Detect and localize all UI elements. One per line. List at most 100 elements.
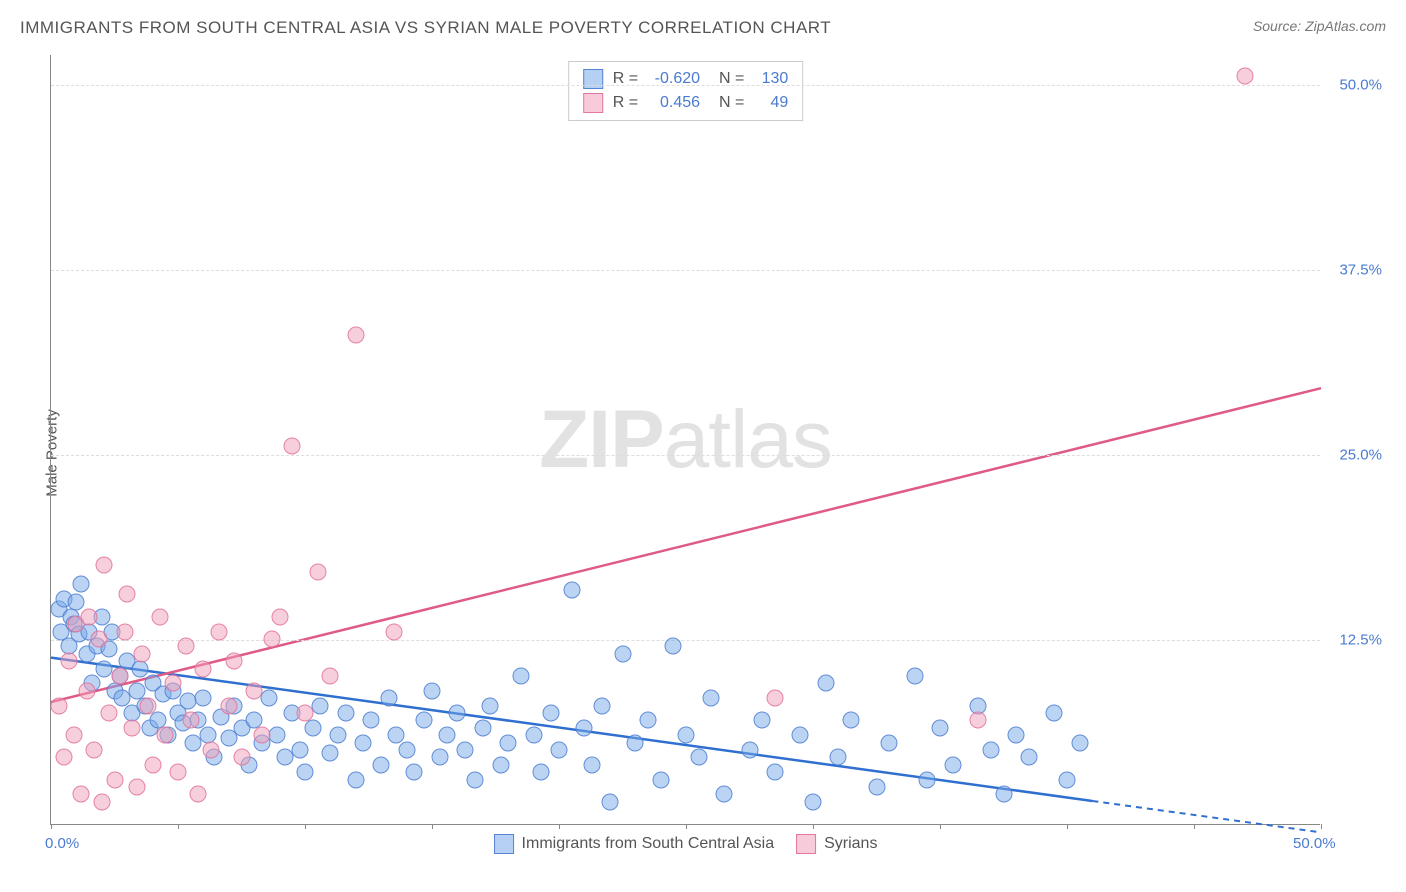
data-point-sca [652, 771, 669, 788]
grid-line [51, 85, 1320, 86]
data-point-syr [157, 727, 174, 744]
data-point-syr [203, 741, 220, 758]
legend-swatch [796, 834, 816, 854]
x-tick [178, 824, 179, 829]
legend-label: Immigrants from South Central Asia [522, 835, 775, 853]
watermark: ZIPatlas [539, 393, 832, 487]
data-point-sca [449, 704, 466, 721]
y-tick-label: 37.5% [1339, 261, 1382, 278]
data-point-sca [995, 786, 1012, 803]
data-point-sca [380, 690, 397, 707]
data-point-sca [533, 764, 550, 781]
data-point-syr [134, 645, 151, 662]
data-point-sca [716, 786, 733, 803]
data-point-sca [431, 749, 448, 766]
data-point-syr [309, 564, 326, 581]
data-point-sca [741, 741, 758, 758]
legend-item: Immigrants from South Central Asia [494, 834, 775, 854]
x-tick [686, 824, 687, 829]
y-tick-label: 12.5% [1339, 631, 1382, 648]
data-point-sca [363, 712, 380, 729]
data-point-syr [195, 660, 212, 677]
n-label: N = [710, 91, 744, 115]
data-point-sca [337, 704, 354, 721]
data-point-syr [297, 704, 314, 721]
x-tick [1194, 824, 1195, 829]
data-point-sca [269, 727, 286, 744]
data-point-syr [322, 667, 339, 684]
data-point-sca [68, 593, 85, 610]
data-point-syr [766, 690, 783, 707]
data-point-sca [563, 582, 580, 599]
data-point-sca [330, 727, 347, 744]
x-tick [432, 824, 433, 829]
grid-line [51, 270, 1320, 271]
data-point-sca [1071, 734, 1088, 751]
data-point-syr [284, 438, 301, 455]
r-value: -0.620 [648, 67, 700, 91]
data-point-sca [919, 771, 936, 788]
data-point-syr [253, 727, 270, 744]
data-point-sca [830, 749, 847, 766]
chart-container: Male Poverty ZIPatlas R =-0.620 N =130R … [50, 55, 1386, 850]
legend-stat-row: R =0.456 N =49 [583, 91, 789, 115]
data-point-syr [81, 608, 98, 625]
data-point-sca [639, 712, 656, 729]
trend-line-dashed-sca [1092, 801, 1321, 832]
data-point-sca [576, 719, 593, 736]
data-point-syr [385, 623, 402, 640]
data-point-sca [261, 690, 278, 707]
data-point-sca [551, 741, 568, 758]
chart-title: IMMIGRANTS FROM SOUTH CENTRAL ASIA VS SY… [20, 18, 831, 38]
legend-stat-row: R =-0.620 N =130 [583, 67, 789, 91]
data-point-syr [86, 741, 103, 758]
x-tick [305, 824, 306, 829]
legend-swatch [583, 69, 603, 89]
plot-area: ZIPatlas R =-0.620 N =130R =0.456 N =49 … [50, 55, 1320, 825]
correlation-legend: R =-0.620 N =130R =0.456 N =49 [568, 61, 804, 121]
x-tick [51, 824, 52, 829]
data-point-sca [322, 744, 339, 761]
data-point-syr [111, 667, 128, 684]
grid-line [51, 455, 1320, 456]
data-point-sca [881, 734, 898, 751]
data-point-syr [225, 653, 242, 670]
data-point-syr [347, 327, 364, 344]
data-point-sca [388, 727, 405, 744]
data-point-syr [65, 727, 82, 744]
data-point-syr [246, 682, 263, 699]
data-point-syr [1236, 68, 1253, 85]
data-point-syr [970, 712, 987, 729]
data-point-sca [678, 727, 695, 744]
n-label: N = [710, 67, 744, 91]
n-value: 49 [754, 91, 788, 115]
x-tick-label: 50.0% [1293, 835, 1336, 852]
data-point-sca [766, 764, 783, 781]
data-point-sca [584, 756, 601, 773]
data-point-syr [144, 756, 161, 773]
data-point-sca [703, 690, 720, 707]
data-point-sca [614, 645, 631, 662]
data-point-syr [116, 623, 133, 640]
data-point-sca [601, 793, 618, 810]
data-point-sca [73, 576, 90, 593]
x-tick [1321, 824, 1322, 829]
legend-item: Syrians [796, 834, 877, 854]
data-point-sca [932, 719, 949, 736]
data-point-syr [210, 623, 227, 640]
x-tick [940, 824, 941, 829]
data-point-syr [60, 653, 77, 670]
source-attribution: Source: ZipAtlas.com [1253, 18, 1386, 34]
data-point-sca [1008, 727, 1025, 744]
data-point-sca [944, 756, 961, 773]
data-point-syr [152, 608, 169, 625]
data-point-sca [398, 741, 415, 758]
data-point-syr [55, 749, 72, 766]
data-point-syr [177, 638, 194, 655]
legend-label: Syrians [824, 835, 877, 853]
r-label: R = [613, 67, 638, 91]
data-point-sca [304, 719, 321, 736]
data-point-sca [594, 697, 611, 714]
data-point-syr [119, 586, 136, 603]
x-tick [1067, 824, 1068, 829]
